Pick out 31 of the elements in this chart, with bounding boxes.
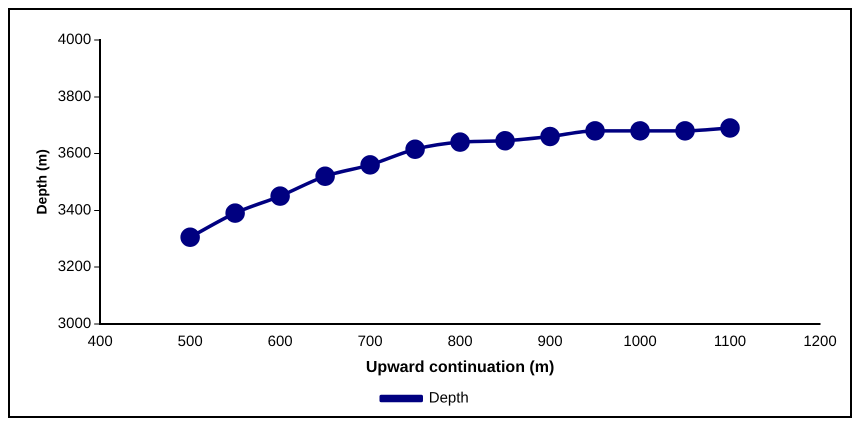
- point: [540, 126, 560, 146]
- point: [450, 132, 470, 152]
- x-tick-label: 1100: [714, 332, 746, 350]
- point: [360, 155, 380, 175]
- y-tick-label: 3800: [58, 88, 92, 105]
- point: [720, 118, 740, 138]
- point: [270, 186, 290, 206]
- y-tick-label: 4000: [58, 31, 92, 48]
- x-tick-label: 800: [448, 332, 473, 350]
- x-tick-label: 1200: [803, 332, 837, 350]
- x-tick-label: 500: [178, 332, 203, 350]
- x-tick-label: 1000: [623, 332, 657, 350]
- point: [630, 121, 650, 141]
- point: [675, 121, 695, 141]
- y-tick-label: 3200: [58, 258, 92, 276]
- x-tick-label: 700: [358, 332, 383, 350]
- y-tick-label: 3000: [58, 314, 92, 332]
- point: [495, 131, 515, 150]
- y-tick-label: 3400: [58, 201, 92, 218]
- point: [225, 203, 245, 223]
- point: [315, 166, 335, 186]
- x-tick-label: 400: [88, 332, 113, 350]
- x-tick-label: 900: [538, 332, 563, 350]
- point: [585, 121, 605, 141]
- x-tick-label: 600: [268, 332, 293, 350]
- y-tick-label: 3600: [58, 144, 92, 162]
- point: [180, 227, 200, 247]
- y-axis-title: Depth (m): [33, 149, 50, 215]
- x-axis-title: Upward continuation (m): [366, 358, 554, 376]
- legend-label: Depth: [428, 390, 469, 407]
- point: [405, 140, 425, 160]
